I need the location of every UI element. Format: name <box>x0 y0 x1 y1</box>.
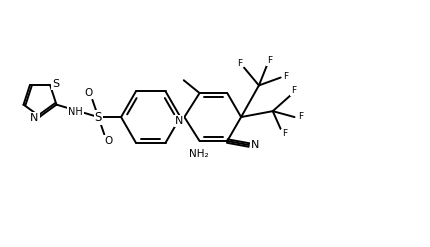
Text: O: O <box>104 136 112 146</box>
Text: O: O <box>84 88 92 98</box>
Text: S: S <box>95 111 102 124</box>
Text: N: N <box>251 140 259 150</box>
Text: N: N <box>30 113 39 123</box>
Text: N: N <box>175 116 183 126</box>
Text: F: F <box>297 112 302 121</box>
Text: F: F <box>283 72 288 81</box>
Text: S: S <box>52 79 59 89</box>
Text: F: F <box>237 59 242 68</box>
Text: F: F <box>281 129 286 138</box>
Text: NH: NH <box>68 107 83 117</box>
Text: F: F <box>290 86 295 95</box>
Text: F: F <box>266 56 271 65</box>
Text: NH₂: NH₂ <box>188 149 208 159</box>
